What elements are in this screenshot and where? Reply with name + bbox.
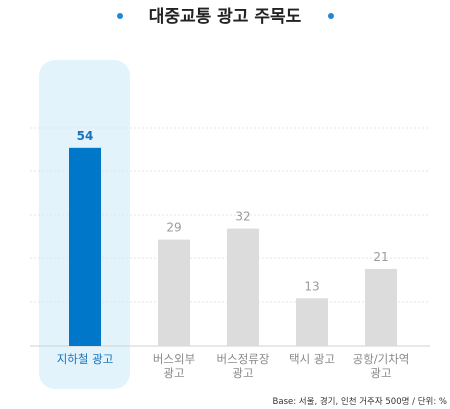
category-label: 버스정류장 bbox=[217, 352, 270, 366]
bar bbox=[227, 228, 259, 346]
category-label: 광고 bbox=[370, 366, 391, 380]
bar bbox=[69, 147, 101, 346]
title-bullet-right-icon bbox=[328, 13, 334, 19]
category-label: 공항/기차역 bbox=[353, 352, 410, 366]
bar bbox=[365, 268, 397, 346]
bar bbox=[296, 298, 328, 346]
bar bbox=[158, 239, 190, 346]
bar-value-label: 32 bbox=[235, 210, 250, 224]
bar-value-label: 13 bbox=[304, 279, 319, 293]
bar-value-label: 54 bbox=[77, 129, 94, 143]
category-label: 광고 bbox=[163, 366, 184, 380]
title-bullet-left-icon bbox=[117, 13, 123, 19]
category-label: 광고 bbox=[232, 366, 253, 380]
footnote: Base: 서울, 경기, 인천 거주자 500명 / 단위: % bbox=[273, 396, 447, 407]
category-label: 택시 광고 bbox=[289, 352, 335, 366]
bar-value-label: 21 bbox=[373, 250, 388, 264]
category-label: 지하철 광고 bbox=[57, 352, 114, 366]
bar-value-label: 29 bbox=[166, 221, 181, 235]
category-label: 버스외부 bbox=[153, 352, 195, 366]
chart-title: 대중교통 광고 주목도 bbox=[149, 7, 302, 27]
